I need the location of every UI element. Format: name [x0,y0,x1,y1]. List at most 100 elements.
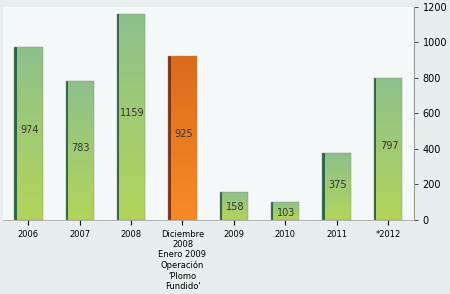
Bar [171,203,197,207]
Bar [117,14,145,220]
Bar [119,109,145,113]
Bar [376,203,402,206]
Bar [273,217,299,218]
Bar [68,86,94,89]
Bar [171,88,197,92]
Bar [222,202,248,203]
Bar [17,175,43,178]
Bar [325,209,351,211]
Bar [376,93,402,95]
Bar [119,138,145,142]
Bar [119,101,145,105]
Bar [222,203,248,204]
Bar [17,116,43,120]
Bar [17,189,43,192]
Bar [222,213,248,214]
Bar [222,216,248,217]
Bar [376,152,402,155]
Bar [17,147,43,151]
Bar [222,212,248,213]
Bar [17,144,43,147]
Bar [222,206,248,207]
Bar [17,178,43,182]
Bar [273,204,299,205]
Bar [325,184,351,185]
Bar [171,105,197,108]
Bar [376,146,402,149]
Bar [68,103,94,106]
Bar [171,148,197,151]
Bar [119,47,145,51]
Bar [68,98,94,100]
Bar [17,120,43,123]
Bar [325,177,351,179]
Bar [17,185,43,189]
Bar [119,92,145,96]
Bar [17,199,43,203]
Bar [325,180,351,181]
Bar [17,203,43,206]
Bar [325,197,351,198]
Bar [119,175,145,179]
Bar [222,215,248,216]
Bar [119,76,145,80]
Bar [376,132,402,135]
Bar [222,192,248,193]
Bar [171,131,197,134]
Bar [325,169,351,171]
Bar [376,90,402,93]
Bar [171,213,197,217]
Bar [325,218,351,220]
Bar [376,194,402,197]
Bar [119,22,145,26]
Bar [68,181,94,184]
Bar [376,149,402,152]
Bar [68,198,94,201]
Bar [376,87,402,90]
Bar [17,75,43,78]
Bar [171,138,197,141]
Bar [68,81,94,83]
Bar [171,85,197,88]
Bar [17,113,43,116]
Bar [17,192,43,196]
Bar [376,143,402,146]
Bar [325,188,351,189]
Bar [17,126,43,130]
Bar [376,81,402,84]
Bar [171,98,197,102]
Bar [68,176,94,178]
Bar [119,146,145,150]
Bar [171,102,197,105]
Bar [222,211,248,212]
Bar [68,136,94,139]
Bar [68,111,94,114]
Bar [376,206,402,208]
Bar [17,106,43,109]
Bar [17,165,43,168]
Bar [68,153,94,156]
Bar [119,31,145,35]
Bar [17,50,43,54]
Bar [17,196,43,199]
Bar [68,209,94,212]
Bar [68,92,94,95]
Bar [325,203,351,204]
Bar [119,162,145,166]
Bar [68,89,94,92]
Bar [68,206,94,209]
Bar [68,95,94,98]
Bar [17,68,43,71]
Bar [273,205,299,206]
Bar [376,135,402,138]
Text: 1159: 1159 [120,108,144,118]
Bar [273,219,299,220]
Bar [171,125,197,128]
Bar [376,172,402,175]
Bar [325,211,351,212]
Bar [68,214,94,217]
Bar [222,219,248,220]
Bar [119,121,145,125]
Bar [119,105,145,109]
Bar [376,98,402,101]
